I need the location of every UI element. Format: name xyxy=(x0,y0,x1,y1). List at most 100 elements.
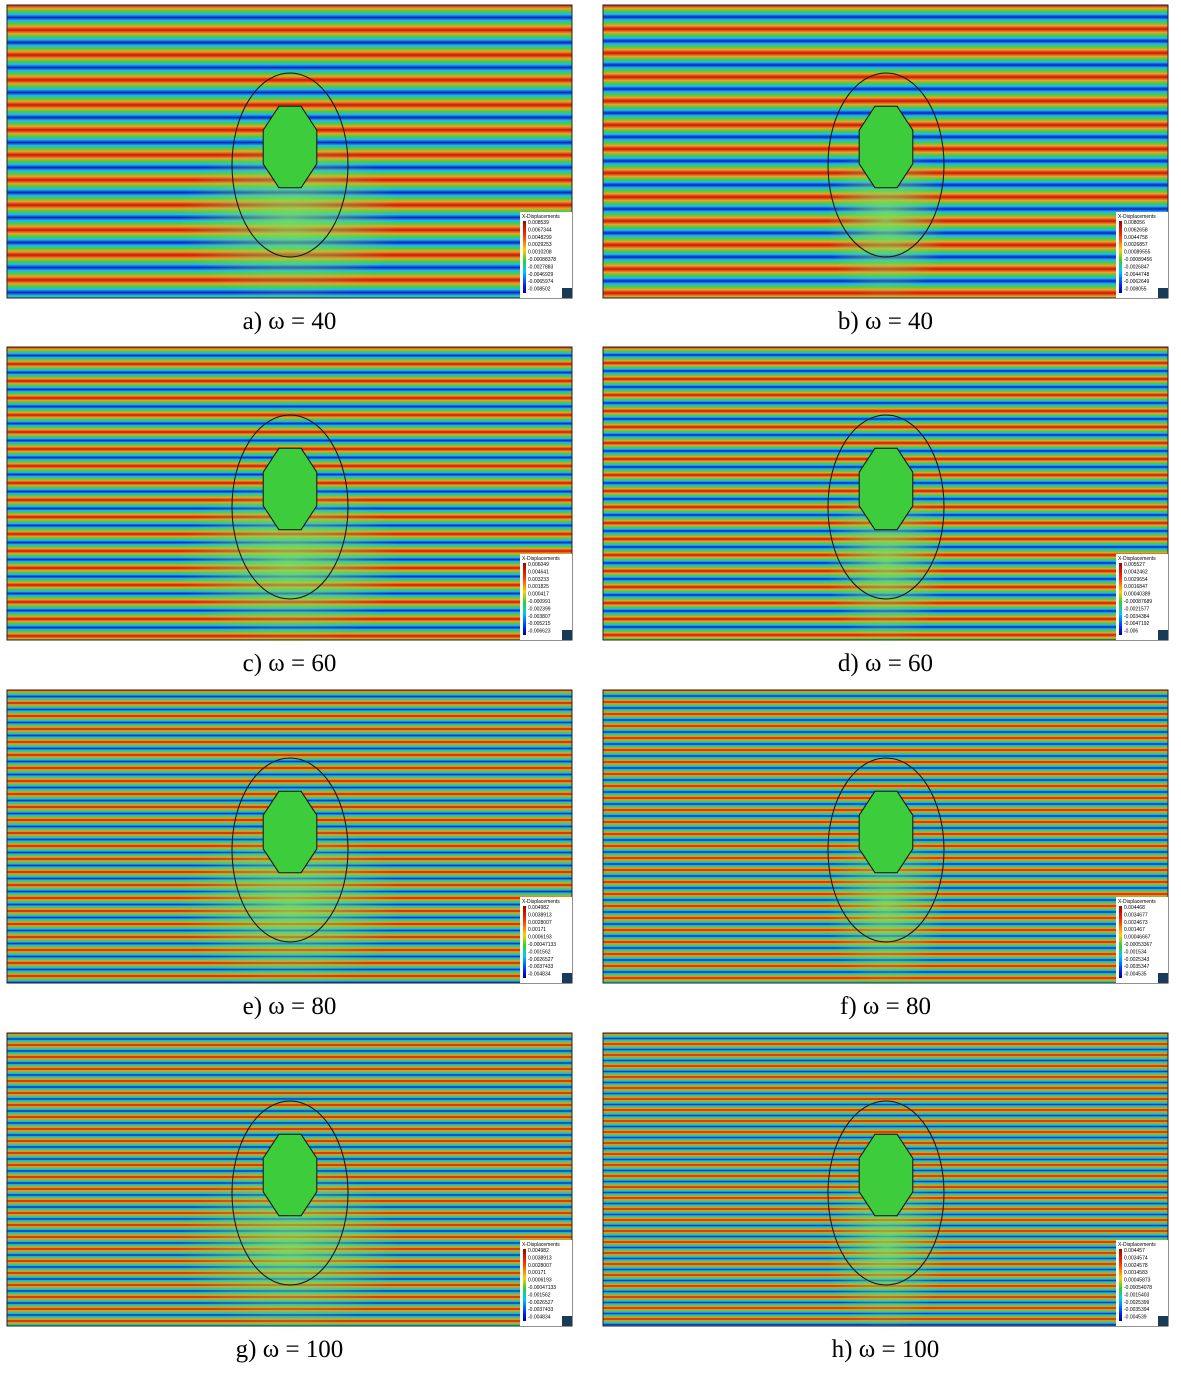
legend-label: -0.0025399 xyxy=(1124,1300,1150,1306)
legend-label: -0.0027883 xyxy=(528,264,554,270)
legend-label: -0.001562 xyxy=(528,949,551,955)
legend-label: -0.006 xyxy=(1124,629,1138,635)
legend-label: 0.00045873 xyxy=(1124,1278,1151,1284)
inclusion xyxy=(263,791,317,872)
legend-label: 0.00171 xyxy=(528,927,546,933)
colorbar xyxy=(523,1249,526,1321)
legend-label: 0.0028007 xyxy=(528,920,552,926)
legend-label: 0.0048299 xyxy=(528,235,552,241)
legend-label: -0.001534 xyxy=(1124,949,1147,955)
legend-label: -0.00047133 xyxy=(528,942,556,948)
legend-label: 0.0067344 xyxy=(528,227,552,233)
legend-label: -0.0025343 xyxy=(1124,957,1150,963)
caption: h) ω = 100 xyxy=(832,1336,940,1363)
legend-label: 0.001467 xyxy=(1124,927,1145,933)
logo xyxy=(1158,1316,1168,1326)
legend-label: 0.0024578 xyxy=(1124,1263,1148,1269)
legend-label: 0.0006193 xyxy=(528,935,552,941)
legend-label: 0.0038913 xyxy=(528,912,552,918)
inclusion xyxy=(859,1134,913,1215)
inclusion xyxy=(859,106,913,187)
inclusion xyxy=(859,448,913,529)
legend-label: 0.0024673 xyxy=(1124,920,1148,926)
caption: c) ω = 60 xyxy=(243,650,337,677)
legend-label: -0.003807 xyxy=(528,614,551,620)
legend-label: 0.006049 xyxy=(528,562,549,568)
legend-label: 0.0028007 xyxy=(528,1263,552,1269)
legend-label: 0.0010208 xyxy=(528,250,552,256)
logo xyxy=(1158,973,1168,983)
legend-label: -0.0037433 xyxy=(528,1307,554,1313)
logo xyxy=(1158,288,1168,298)
legend-label: 0.004457 xyxy=(1124,1248,1145,1254)
legend-label: 0.0006193 xyxy=(528,1278,552,1284)
legend-label: -0.004834 xyxy=(528,972,551,978)
legend-label: -0.00047133 xyxy=(528,1285,556,1291)
legend-label: 0.0038913 xyxy=(528,1255,552,1261)
panel: X-Displacements0.0060490.0046410.0032330… xyxy=(7,347,572,647)
logo xyxy=(1158,630,1168,640)
legend-label: 0.0034677 xyxy=(1124,912,1148,918)
legend-label: -0.0026847 xyxy=(1124,264,1150,270)
panel: X-Displacements0.0085390.00673440.004829… xyxy=(7,5,572,305)
legend-label: -0.008502 xyxy=(528,287,551,293)
legend-label: 0.0062658 xyxy=(1124,227,1148,233)
legend-label: 0.000417 xyxy=(528,592,549,598)
legend-label: -0.0026527 xyxy=(528,957,554,963)
legend-label: 0.0014583 xyxy=(1124,1270,1148,1276)
colorbar xyxy=(523,221,526,293)
caption: f) ω = 80 xyxy=(840,993,931,1020)
panel: X-Displacements0.0044570.00345740.002457… xyxy=(603,1033,1168,1333)
legend-label: -0.004539 xyxy=(1124,1315,1147,1321)
legend-label: -0.0015403 xyxy=(1124,1292,1150,1298)
caption: a) ω = 40 xyxy=(243,308,337,335)
colorbar xyxy=(523,563,526,635)
legend-label: -0.008055 xyxy=(1124,287,1147,293)
legend-label: 0.003233 xyxy=(528,577,549,583)
legend-label: -0.0046929 xyxy=(528,272,554,278)
legend-label: -0.00087689 xyxy=(1124,599,1152,605)
logo xyxy=(562,1316,572,1326)
panel: X-Displacements0.0044680.00346770.002467… xyxy=(603,690,1168,990)
legend-label: -0.000991 xyxy=(528,599,551,605)
legend-label: -0.0062649 xyxy=(1124,279,1150,285)
legend-label: 0.001825 xyxy=(528,584,549,590)
legend-label: 0.00171 xyxy=(528,1270,546,1276)
colorbar xyxy=(1119,906,1122,978)
caption: g) ω = 100 xyxy=(236,1336,344,1363)
legend-label: -0.002399 xyxy=(528,606,551,612)
legend-label: -0.00053367 xyxy=(1124,942,1152,948)
legend-label: -0.00054078 xyxy=(1124,1285,1152,1291)
legend-label: 0.0026857 xyxy=(1124,242,1148,248)
legend-label: 0.004468 xyxy=(1124,905,1145,911)
legend-label: -0.0065974 xyxy=(528,279,554,285)
caption: b) ω = 40 xyxy=(838,308,933,335)
legend-label: -0.005215 xyxy=(528,621,551,627)
inclusion xyxy=(263,1134,317,1215)
legend-label: -0.0037433 xyxy=(528,964,554,970)
inclusion xyxy=(263,448,317,529)
legend-label: -0.00088378 xyxy=(528,257,556,263)
logo xyxy=(562,630,572,640)
legend-label: 0.004982 xyxy=(528,1248,549,1254)
panel: X-Displacements0.0080560.00626580.004475… xyxy=(603,5,1168,305)
legend-label: -0.0047192 xyxy=(1124,621,1150,627)
inclusion xyxy=(859,791,913,872)
legend-label: 0.008539 xyxy=(528,220,549,226)
legend-label: -0.0035394 xyxy=(1124,1307,1150,1313)
legend-label: -0.0034384 xyxy=(1124,614,1150,620)
legend-label: 0.0029654 xyxy=(1124,577,1148,583)
logo xyxy=(562,973,572,983)
legend-label: -0.0035347 xyxy=(1124,964,1150,970)
legend-label: -0.004834 xyxy=(528,1315,551,1321)
panel: X-Displacements0.0049820.00389130.002800… xyxy=(7,1033,572,1333)
legend-label: -0.0044748 xyxy=(1124,272,1150,278)
legend-label: 0.0029253 xyxy=(528,242,552,248)
legend-label: 0.00046667 xyxy=(1124,935,1151,941)
legend-label: -0.004535 xyxy=(1124,972,1147,978)
colorbar xyxy=(1119,563,1122,635)
panel: X-Displacements0.0049820.00389130.002800… xyxy=(7,690,572,990)
legend-label: 0.0016847 xyxy=(1124,584,1148,590)
legend-label: -0.0026527 xyxy=(528,1300,554,1306)
legend-label: 0.00040389 xyxy=(1124,592,1151,598)
